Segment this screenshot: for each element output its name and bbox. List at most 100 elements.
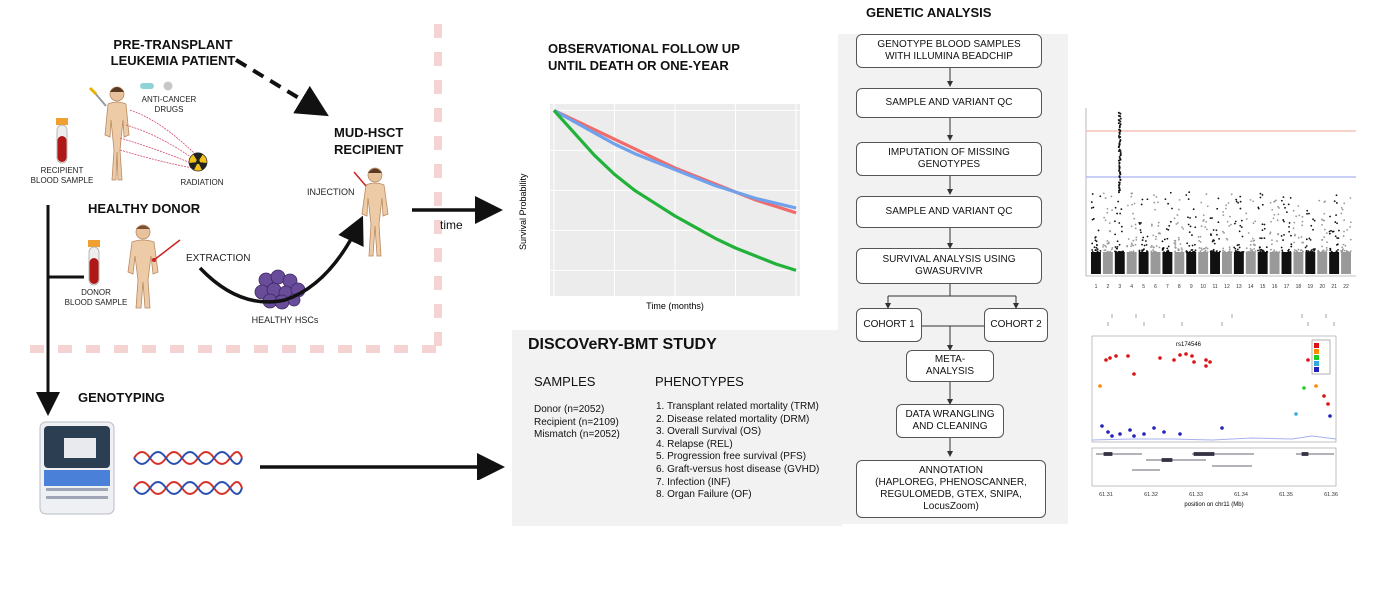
manhattan-point bbox=[1212, 229, 1215, 231]
manhattan-point bbox=[1312, 218, 1314, 221]
manhattan-point bbox=[1108, 222, 1111, 225]
locuszoom-point bbox=[1190, 354, 1194, 358]
manhattan-point bbox=[1227, 251, 1230, 253]
locus-position-label: 61.33 bbox=[1189, 492, 1203, 498]
manhattan-peak-point bbox=[1118, 124, 1121, 127]
manhattan-point bbox=[1282, 203, 1285, 206]
manhattan-point bbox=[1292, 227, 1295, 230]
manhattan-peak-point bbox=[1119, 115, 1122, 118]
manhattan-point bbox=[1342, 248, 1344, 251]
manhattan-point bbox=[1178, 198, 1181, 201]
manhattan-point bbox=[1273, 249, 1276, 252]
manhattan-point bbox=[1247, 251, 1250, 253]
manhattan-point bbox=[1198, 247, 1201, 249]
manhattan-chrom-band bbox=[1162, 252, 1173, 274]
manhattan-point bbox=[1177, 248, 1180, 250]
manhattan-point bbox=[1297, 248, 1300, 251]
left-panel-border bbox=[30, 24, 442, 353]
manhattan-point bbox=[1260, 237, 1263, 240]
manhattan-peak-point bbox=[1118, 181, 1121, 184]
manhattan-point bbox=[1284, 206, 1286, 209]
manhattan-point bbox=[1180, 251, 1183, 253]
manhattan-point bbox=[1188, 231, 1191, 234]
locuszoom-point bbox=[1106, 430, 1110, 434]
donor-title: HEALTHY DONOR bbox=[88, 201, 201, 216]
manhattan-point bbox=[1311, 250, 1314, 253]
manhattan-point bbox=[1313, 219, 1316, 222]
manhattan-point bbox=[1152, 249, 1154, 251]
manhattan-point bbox=[1257, 207, 1260, 210]
radiation-icon bbox=[188, 152, 208, 172]
manhattan-point bbox=[1167, 202, 1170, 205]
manhattan-point bbox=[1329, 247, 1332, 250]
manhattan-point bbox=[1194, 226, 1197, 229]
manhattan-point bbox=[1228, 248, 1231, 251]
manhattan-point bbox=[1111, 247, 1114, 249]
manhattan-peak-point bbox=[1119, 120, 1122, 123]
flow-meta-analysis: META-ANALYSIS bbox=[906, 350, 994, 382]
locus-snp-label: rs174546 bbox=[1176, 342, 1202, 348]
manhattan-peak-point bbox=[1118, 136, 1121, 139]
manhattan-point bbox=[1280, 246, 1283, 249]
manhattan-peak-point bbox=[1117, 159, 1120, 162]
manhattan-point bbox=[1091, 249, 1094, 251]
manhattan-point bbox=[1178, 238, 1180, 241]
manhattan-point bbox=[1278, 207, 1280, 209]
radiation-label: RADIATION bbox=[180, 178, 224, 187]
chart-series bbox=[552, 108, 797, 272]
manhattan-point bbox=[1269, 201, 1272, 204]
chart-ylabel: Survival Probability bbox=[518, 173, 528, 250]
manhattan-chrom-band bbox=[1269, 252, 1280, 274]
manhattan-point bbox=[1321, 218, 1323, 221]
manhattan-peak-point bbox=[1118, 156, 1121, 159]
manhattan-point bbox=[1229, 215, 1231, 218]
manhattan-point bbox=[1233, 246, 1236, 249]
manhattan-point bbox=[1104, 244, 1106, 247]
manhattan-point bbox=[1323, 236, 1326, 238]
locuszoom-point bbox=[1178, 353, 1182, 357]
manhattan-point bbox=[1116, 212, 1118, 215]
manhattan-point bbox=[1140, 231, 1142, 234]
manhattan-point bbox=[1301, 220, 1304, 223]
manhattan-chrom-band bbox=[1305, 252, 1316, 274]
manhattan-point bbox=[1166, 251, 1168, 253]
manhattan-point bbox=[1163, 251, 1166, 253]
manhattan-point bbox=[1139, 229, 1142, 231]
manhattan-point bbox=[1096, 250, 1099, 253]
manhattan-point bbox=[1266, 251, 1269, 253]
manhattan-point bbox=[1157, 201, 1159, 204]
manhattan-point bbox=[1178, 208, 1180, 211]
manhattan-point bbox=[1283, 234, 1285, 236]
manhattan-point bbox=[1254, 220, 1257, 223]
manhattan-chrom-label: 10 bbox=[1200, 284, 1206, 290]
manhattan-point bbox=[1290, 245, 1293, 248]
manhattan-point bbox=[1175, 223, 1178, 225]
samples-header: SAMPLES bbox=[534, 374, 596, 389]
flow-step-qc-2: SAMPLE AND VARIANT QC bbox=[856, 196, 1042, 228]
manhattan-point bbox=[1239, 207, 1242, 210]
manhattan-point bbox=[1258, 246, 1261, 249]
locuszoom-point bbox=[1100, 424, 1104, 428]
manhattan-point bbox=[1325, 232, 1328, 235]
followup-title: OBSERVATIONAL FOLLOW UP UNTIL DEATH OR ON… bbox=[548, 41, 740, 73]
manhattan-point bbox=[1209, 233, 1212, 236]
survival-series-2 bbox=[553, 109, 797, 210]
manhattan-point bbox=[1165, 228, 1168, 230]
manhattan-point bbox=[1293, 251, 1296, 253]
patient-title: PRE-TRANSPLANT LEUKEMIA PATIENT bbox=[110, 37, 236, 68]
manhattan-point bbox=[1177, 221, 1179, 224]
manhattan-point bbox=[1157, 224, 1160, 227]
manhattan-point bbox=[1105, 246, 1108, 248]
manhattan-point bbox=[1117, 200, 1120, 203]
manhattan-peak-point bbox=[1119, 140, 1122, 143]
manhattan-point bbox=[1206, 205, 1209, 208]
manhattan-point bbox=[1187, 198, 1190, 201]
manhattan-point bbox=[1282, 219, 1285, 221]
manhattan-peak-point bbox=[1118, 126, 1121, 129]
manhattan-point bbox=[1307, 251, 1310, 253]
manhattan-point bbox=[1301, 224, 1304, 227]
dna-icon-2 bbox=[133, 481, 243, 495]
manhattan-point bbox=[1104, 219, 1107, 222]
manhattan-chrom-label: 3 bbox=[1118, 284, 1121, 290]
manhattan-point bbox=[1269, 231, 1272, 234]
